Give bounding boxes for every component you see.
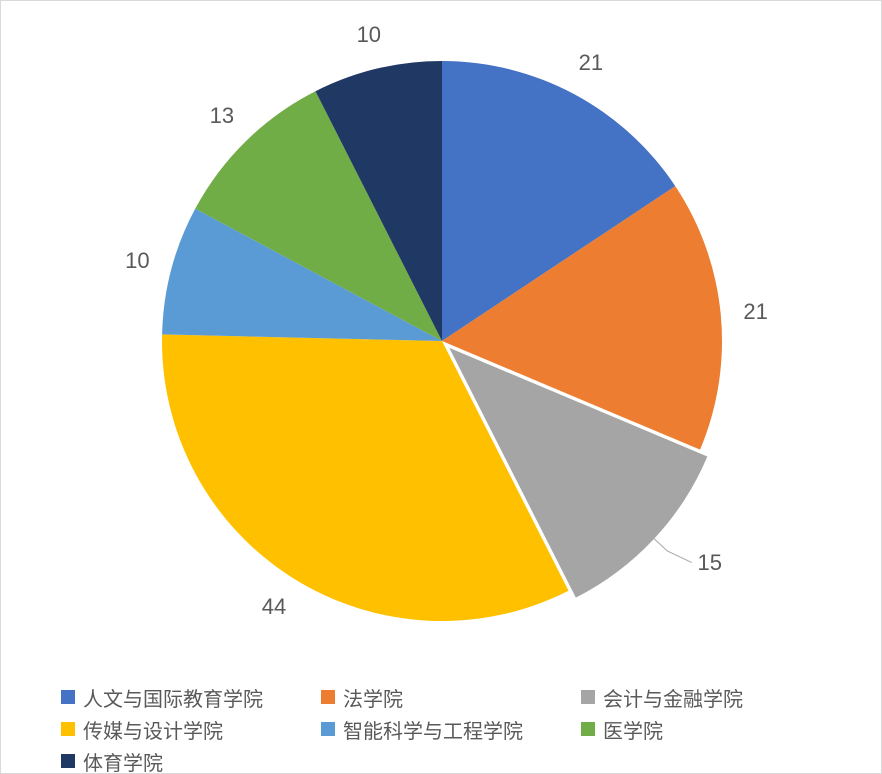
legend-swatch [581,722,595,736]
legend-item: 医学院 [581,713,841,745]
slice-data-label: 13 [210,103,234,129]
slice-data-label: 10 [125,248,149,274]
legend-swatch [61,722,75,736]
slice-data-label: 21 [579,50,603,76]
chart-frame: 21 21 15 44 10 13 10 人文与国际教育学院 法学院 会计与金融学院传媒与设计学… [0,0,882,774]
legend-item: 传媒与设计学院 [61,713,321,745]
slice-data-label: 21 [743,299,767,325]
legend-label: 传媒与设计学院 [83,715,223,744]
pie-area: 21 21 15 44 10 13 10 [1,1,882,774]
legend-swatch [61,754,75,768]
legend-item: 人文与国际教育学院 [61,681,321,713]
legend-label: 法学院 [343,683,403,712]
legend-swatch [321,722,335,736]
legend-label: 会计与金融学院 [603,683,743,712]
leader-line [654,539,692,563]
legend-label: 体育学院 [83,747,163,774]
slice-data-label: 15 [697,550,721,576]
legend-item: 体育学院 [61,745,321,774]
slice-data-label: 44 [262,594,286,620]
legend-item: 法学院 [321,681,581,713]
legend-swatch [321,690,335,704]
legend-label: 人文与国际教育学院 [83,683,263,712]
legend-item: 智能科学与工程学院 [321,713,581,745]
legend-label: 智能科学与工程学院 [343,715,523,744]
slice-data-label: 10 [357,22,381,48]
legend-swatch [581,690,595,704]
pie-svg [1,1,882,774]
legend-label: 医学院 [603,715,663,744]
legend-swatch [61,690,75,704]
legend-item: 会计与金融学院 [581,681,841,713]
legend: 人文与国际教育学院 法学院 会计与金融学院传媒与设计学院 智能科学与工程学院 医学院体育… [1,681,841,774]
